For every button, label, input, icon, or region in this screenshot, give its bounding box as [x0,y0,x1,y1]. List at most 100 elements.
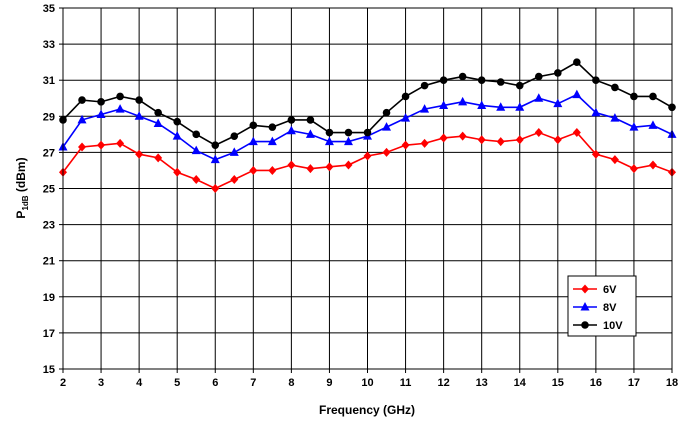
data-point-8v [134,111,144,120]
legend-marker-10v [581,321,589,329]
data-point-6v [192,174,201,184]
data-point-8v [477,100,487,109]
data-point-6v [154,153,163,163]
data-point-8v [343,136,353,146]
data-point-10v [135,96,143,104]
data-point-6v [420,138,429,148]
data-point-8v [324,136,334,146]
x-tick-label: 10 [361,377,373,389]
data-point-10v [344,128,353,137]
data-point-8v [382,122,392,131]
y-tick-label: 35 [43,3,55,15]
data-point-8v [248,136,258,146]
data-point-10v [116,92,124,101]
data-point-6v [344,160,353,170]
x-tick-label: 8 [288,377,294,389]
data-point-10v [630,92,638,101]
data-point-6v [97,140,106,150]
data-point-8v [96,109,106,118]
data-point-10v [458,72,467,81]
x-axis-title: Frequency (GHz) [319,403,415,417]
y-tick-label: 23 [43,220,55,232]
data-point-6v [211,184,220,193]
y-axis-title-main: P [14,211,28,219]
data-point-6v [534,128,543,138]
data-point-6v [78,142,87,152]
legend-label-10v: 10V [603,320,623,332]
series-10v [59,58,676,149]
data-point-6v [382,147,391,157]
data-point-10v [611,83,619,92]
data-point-6v [477,135,486,145]
x-tick-label: 6 [212,377,218,389]
x-tick-label: 12 [438,377,450,389]
data-point-8v [153,118,163,128]
data-point-6v [572,128,581,138]
data-point-6v [268,165,277,175]
legend-label-8v: 8V [603,302,617,314]
data-point-8v [591,107,601,117]
data-point-6v [496,137,505,147]
legend-marker-6v [581,284,589,294]
data-point-10v [192,130,201,139]
data-point-6v [173,167,182,177]
data-point-10v [325,128,334,137]
y-axis-title: P1dB (dBm) [14,157,30,218]
data-point-6v [306,164,315,174]
y-tick-label: 21 [43,256,55,268]
data-point-8v [210,154,220,164]
data-point-6v [363,151,372,161]
x-tick-label: 5 [174,377,180,389]
x-tick-label: 11 [400,377,412,389]
data-point-6v [648,160,657,170]
y-tick-label: 15 [43,364,55,376]
x-tick-label: 14 [514,377,527,389]
data-point-8v [172,131,182,140]
x-tick-label: 3 [98,377,104,389]
data-point-8v [77,114,87,124]
data-point-8v [496,102,506,111]
data-point-8v [191,145,201,155]
data-point-10v [306,116,315,124]
legend-box [567,275,637,337]
data-point-10v [154,108,162,117]
y-tick-label: 31 [43,75,55,87]
data-point-8v [648,120,658,129]
data-point-6v [325,162,334,172]
data-point-8v [115,104,125,113]
data-point-6v [230,174,239,184]
x-tick-label: 2 [60,377,66,389]
y-axis-title-suffix: (dBm) [14,157,28,195]
data-point-10v [592,76,600,84]
data-point-6v [401,140,410,150]
data-point-8v [572,89,582,99]
data-point-8v [458,96,468,106]
data-point-10v [97,98,105,106]
data-point-10v [287,116,296,124]
x-tick-label: 15 [552,377,564,389]
data-point-8v [629,122,639,131]
data-point-10v [173,117,181,126]
x-tick-label: 9 [326,377,332,389]
data-point-10v [401,92,410,101]
x-tick-label: 18 [666,377,678,389]
data-point-6v [458,131,467,141]
data-point-6v [591,149,600,159]
data-point-10v [439,76,448,84]
data-point-10v [78,96,86,104]
data-point-10v [268,123,277,131]
y-tick-label: 19 [43,292,55,304]
data-point-6v [249,165,258,175]
legend-label-6v: 6V [603,284,617,296]
data-point-10v [573,58,581,66]
legend-marker-8v [580,302,590,311]
data-point-6v [135,149,144,159]
data-point-10v [649,92,657,101]
data-point-10v [420,81,429,90]
data-point-10v [477,76,486,84]
x-tick-label: 16 [590,377,602,389]
series-6v [59,128,676,193]
data-point-8v [534,93,544,102]
data-point-8v [515,102,525,111]
data-point-6v [116,138,125,148]
